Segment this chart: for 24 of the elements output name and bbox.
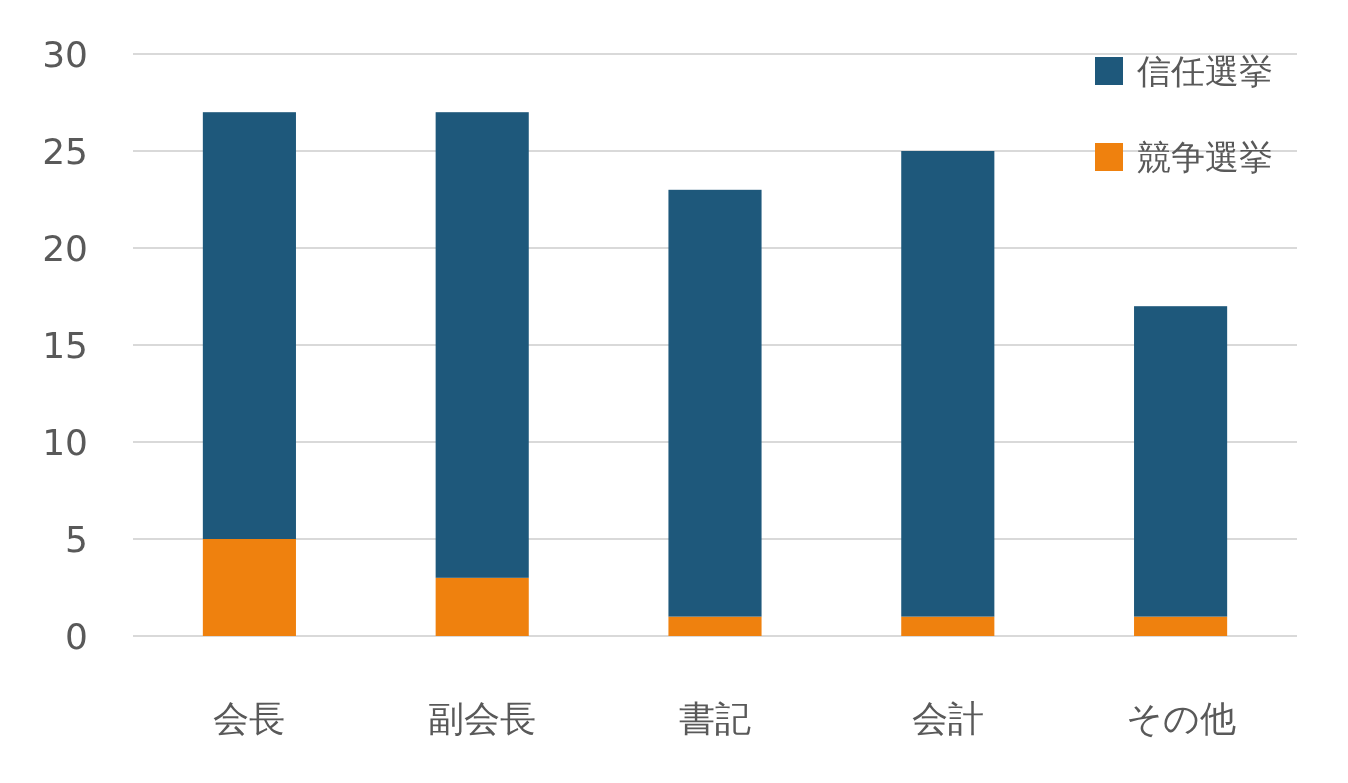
x-tick-label: 会長: [213, 697, 286, 739]
legend-label: 競争選挙: [1137, 136, 1273, 177]
bar: [1134, 306, 1228, 617]
y-tick-label: 5: [65, 518, 88, 560]
bar: [668, 189, 762, 617]
bar: [901, 151, 995, 617]
x-tick-label: 会計: [911, 697, 984, 739]
x-tick-label: 副会長: [428, 697, 537, 739]
x-tick-label: 書記: [679, 697, 751, 739]
bar: [435, 112, 529, 578]
y-tick-label: 20: [42, 227, 88, 269]
bar: [202, 539, 296, 636]
bar: [1134, 616, 1228, 636]
legend-label: 信任選挙: [1137, 50, 1273, 91]
y-tick-label: 15: [42, 324, 88, 366]
y-tick-label: 10: [42, 421, 88, 463]
y-tick-label: 30: [42, 33, 88, 75]
x-tick-label: その他: [1125, 697, 1236, 739]
y-tick-label: 0: [65, 615, 88, 657]
bar: [202, 112, 296, 539]
y-tick-label: 25: [42, 130, 88, 172]
bar: [435, 577, 529, 636]
bar: [901, 616, 995, 636]
bar: [668, 616, 762, 636]
